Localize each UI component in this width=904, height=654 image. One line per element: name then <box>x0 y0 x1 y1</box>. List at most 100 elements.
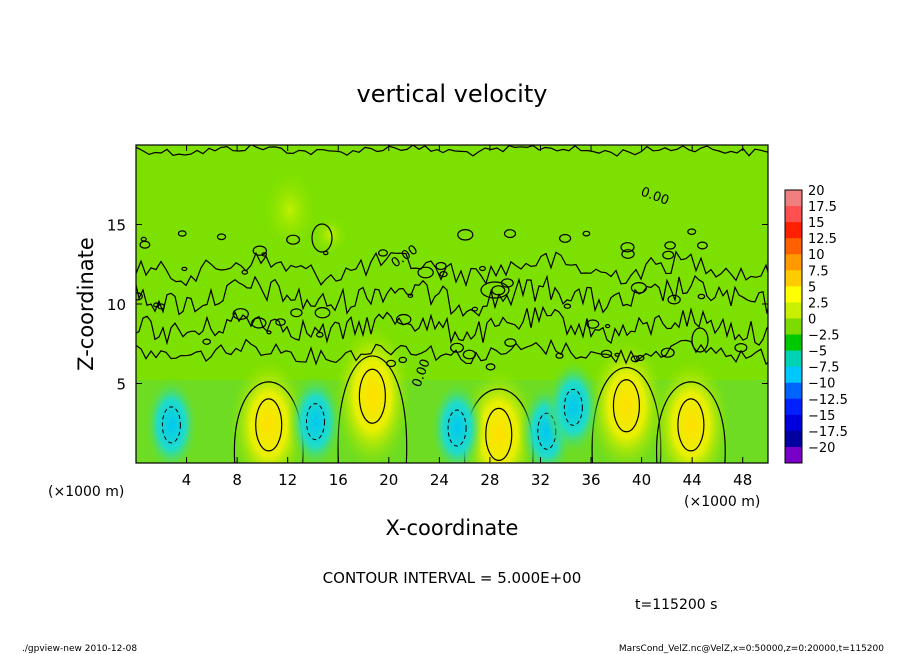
contour-blob <box>504 338 517 348</box>
contour-blob <box>140 236 147 242</box>
contour-layer <box>136 145 768 371</box>
x-tick-label: 8 <box>232 471 242 489</box>
colorbar-label: 17.5 <box>808 200 837 215</box>
light-patch <box>260 165 320 255</box>
contour-blob <box>450 342 465 353</box>
plot-area <box>136 145 768 463</box>
contour-blob <box>457 229 474 241</box>
downdraft-contour <box>305 403 325 441</box>
x-unit-left: (×1000 m) <box>48 484 124 500</box>
contour-blob <box>181 266 188 272</box>
zero-contour <box>136 250 768 288</box>
x-tick-label: 40 <box>632 471 651 489</box>
colorbar-swatch <box>785 414 802 432</box>
updraft-contour <box>255 398 283 452</box>
colorbar-swatch <box>785 446 802 464</box>
x-tick-label: 28 <box>480 471 499 489</box>
time-text: t=115200 s <box>635 597 717 613</box>
updraft-core <box>650 354 731 463</box>
contour-blob <box>275 318 286 327</box>
contour-blob <box>734 343 748 353</box>
source-text: MarsCond_VelZ.nc@VelZ,x=0:50000,z=0:2000… <box>619 644 884 654</box>
contour-blob <box>636 354 645 362</box>
colorbar-swatch <box>785 206 802 223</box>
colorbar-label: −15 <box>808 409 835 424</box>
contour-blob <box>290 308 303 318</box>
colorbar-swatch <box>785 318 802 336</box>
contour-blob <box>582 230 591 237</box>
colorbar-swatch <box>785 254 802 271</box>
contour-blob <box>136 292 143 301</box>
zero-contour <box>136 274 768 318</box>
contour-interval-text: CONTOUR INTERVAL = 5.000E+00 <box>323 569 582 587</box>
contour-blob <box>386 359 397 368</box>
contour-blob <box>314 307 331 319</box>
contour-blob <box>558 233 572 243</box>
colorbar-label: −7.5 <box>808 361 840 376</box>
contour-blob <box>563 303 572 309</box>
contour-blob <box>485 363 496 371</box>
x-tick-label: 4 <box>182 471 192 489</box>
colorbar-swatch <box>785 270 802 287</box>
contour-blob <box>216 233 227 241</box>
contour-blob <box>471 306 479 312</box>
contour-loop <box>311 223 333 253</box>
contour-blob <box>286 234 301 245</box>
contour-blob <box>153 302 160 308</box>
x-tick-label: 20 <box>379 471 398 489</box>
contour-blob <box>630 355 640 363</box>
contour-blob <box>439 271 448 278</box>
y-tick-label: 10 <box>107 296 126 314</box>
contour-blob <box>252 245 267 256</box>
contour-blob <box>687 228 697 236</box>
contour-loop <box>480 281 510 299</box>
updraft-core <box>586 335 667 463</box>
contour-blob <box>435 261 447 271</box>
contour-blob <box>662 250 675 260</box>
contour-blob <box>261 252 268 257</box>
contour-blob <box>202 338 212 345</box>
updraft-contour <box>485 407 513 461</box>
y-tick-label: 15 <box>107 217 126 235</box>
contour-blob <box>378 249 389 257</box>
colorbar-label: 7.5 <box>808 264 829 279</box>
contour-blob <box>604 324 611 329</box>
contour-blob <box>620 242 635 253</box>
program-text: ./gpview-new 2010-12-08 <box>22 644 137 654</box>
core-layer <box>143 320 731 463</box>
colorbar-swatch <box>785 382 802 400</box>
contour-blob <box>664 241 676 250</box>
contour-blob <box>407 293 414 298</box>
contour-blob <box>396 313 412 325</box>
contour-blob <box>586 319 600 329</box>
x-tick-label: 12 <box>278 471 297 489</box>
downdraft-contour <box>447 409 467 447</box>
updraft-contour <box>612 379 641 433</box>
contour-blob <box>491 285 506 296</box>
updraft-contour <box>677 398 705 452</box>
contour-blob <box>697 293 706 300</box>
contour-blob <box>503 229 517 239</box>
contour-blob <box>555 352 564 359</box>
downdraft-contour <box>563 388 583 426</box>
contour-blob <box>630 281 648 294</box>
contour-blob <box>232 308 249 320</box>
contour-blob <box>614 352 620 357</box>
downdraft-core <box>429 378 486 463</box>
colorbar-swatch <box>785 286 802 303</box>
colorbar-label: −17.5 <box>808 425 848 440</box>
y-axis: 5 10 15 <box>107 217 768 394</box>
downdraft-core <box>143 374 200 463</box>
chart-title: vertical velocity <box>357 80 548 108</box>
x-tick-label: 32 <box>531 471 550 489</box>
colorbar-label: 20 <box>808 184 825 199</box>
contour-blob <box>177 230 187 237</box>
downdraft-contour <box>161 406 181 444</box>
contour-blob <box>697 241 708 250</box>
x-axis: 4 8 12 16 20 24 28 32 36 40 44 48 <box>182 145 752 489</box>
contour-blob <box>660 347 675 358</box>
zero-contour <box>136 338 768 366</box>
colorbar-swatch <box>785 350 802 368</box>
colorbar-swatch <box>785 398 802 416</box>
colorbar-swatch <box>785 190 802 207</box>
